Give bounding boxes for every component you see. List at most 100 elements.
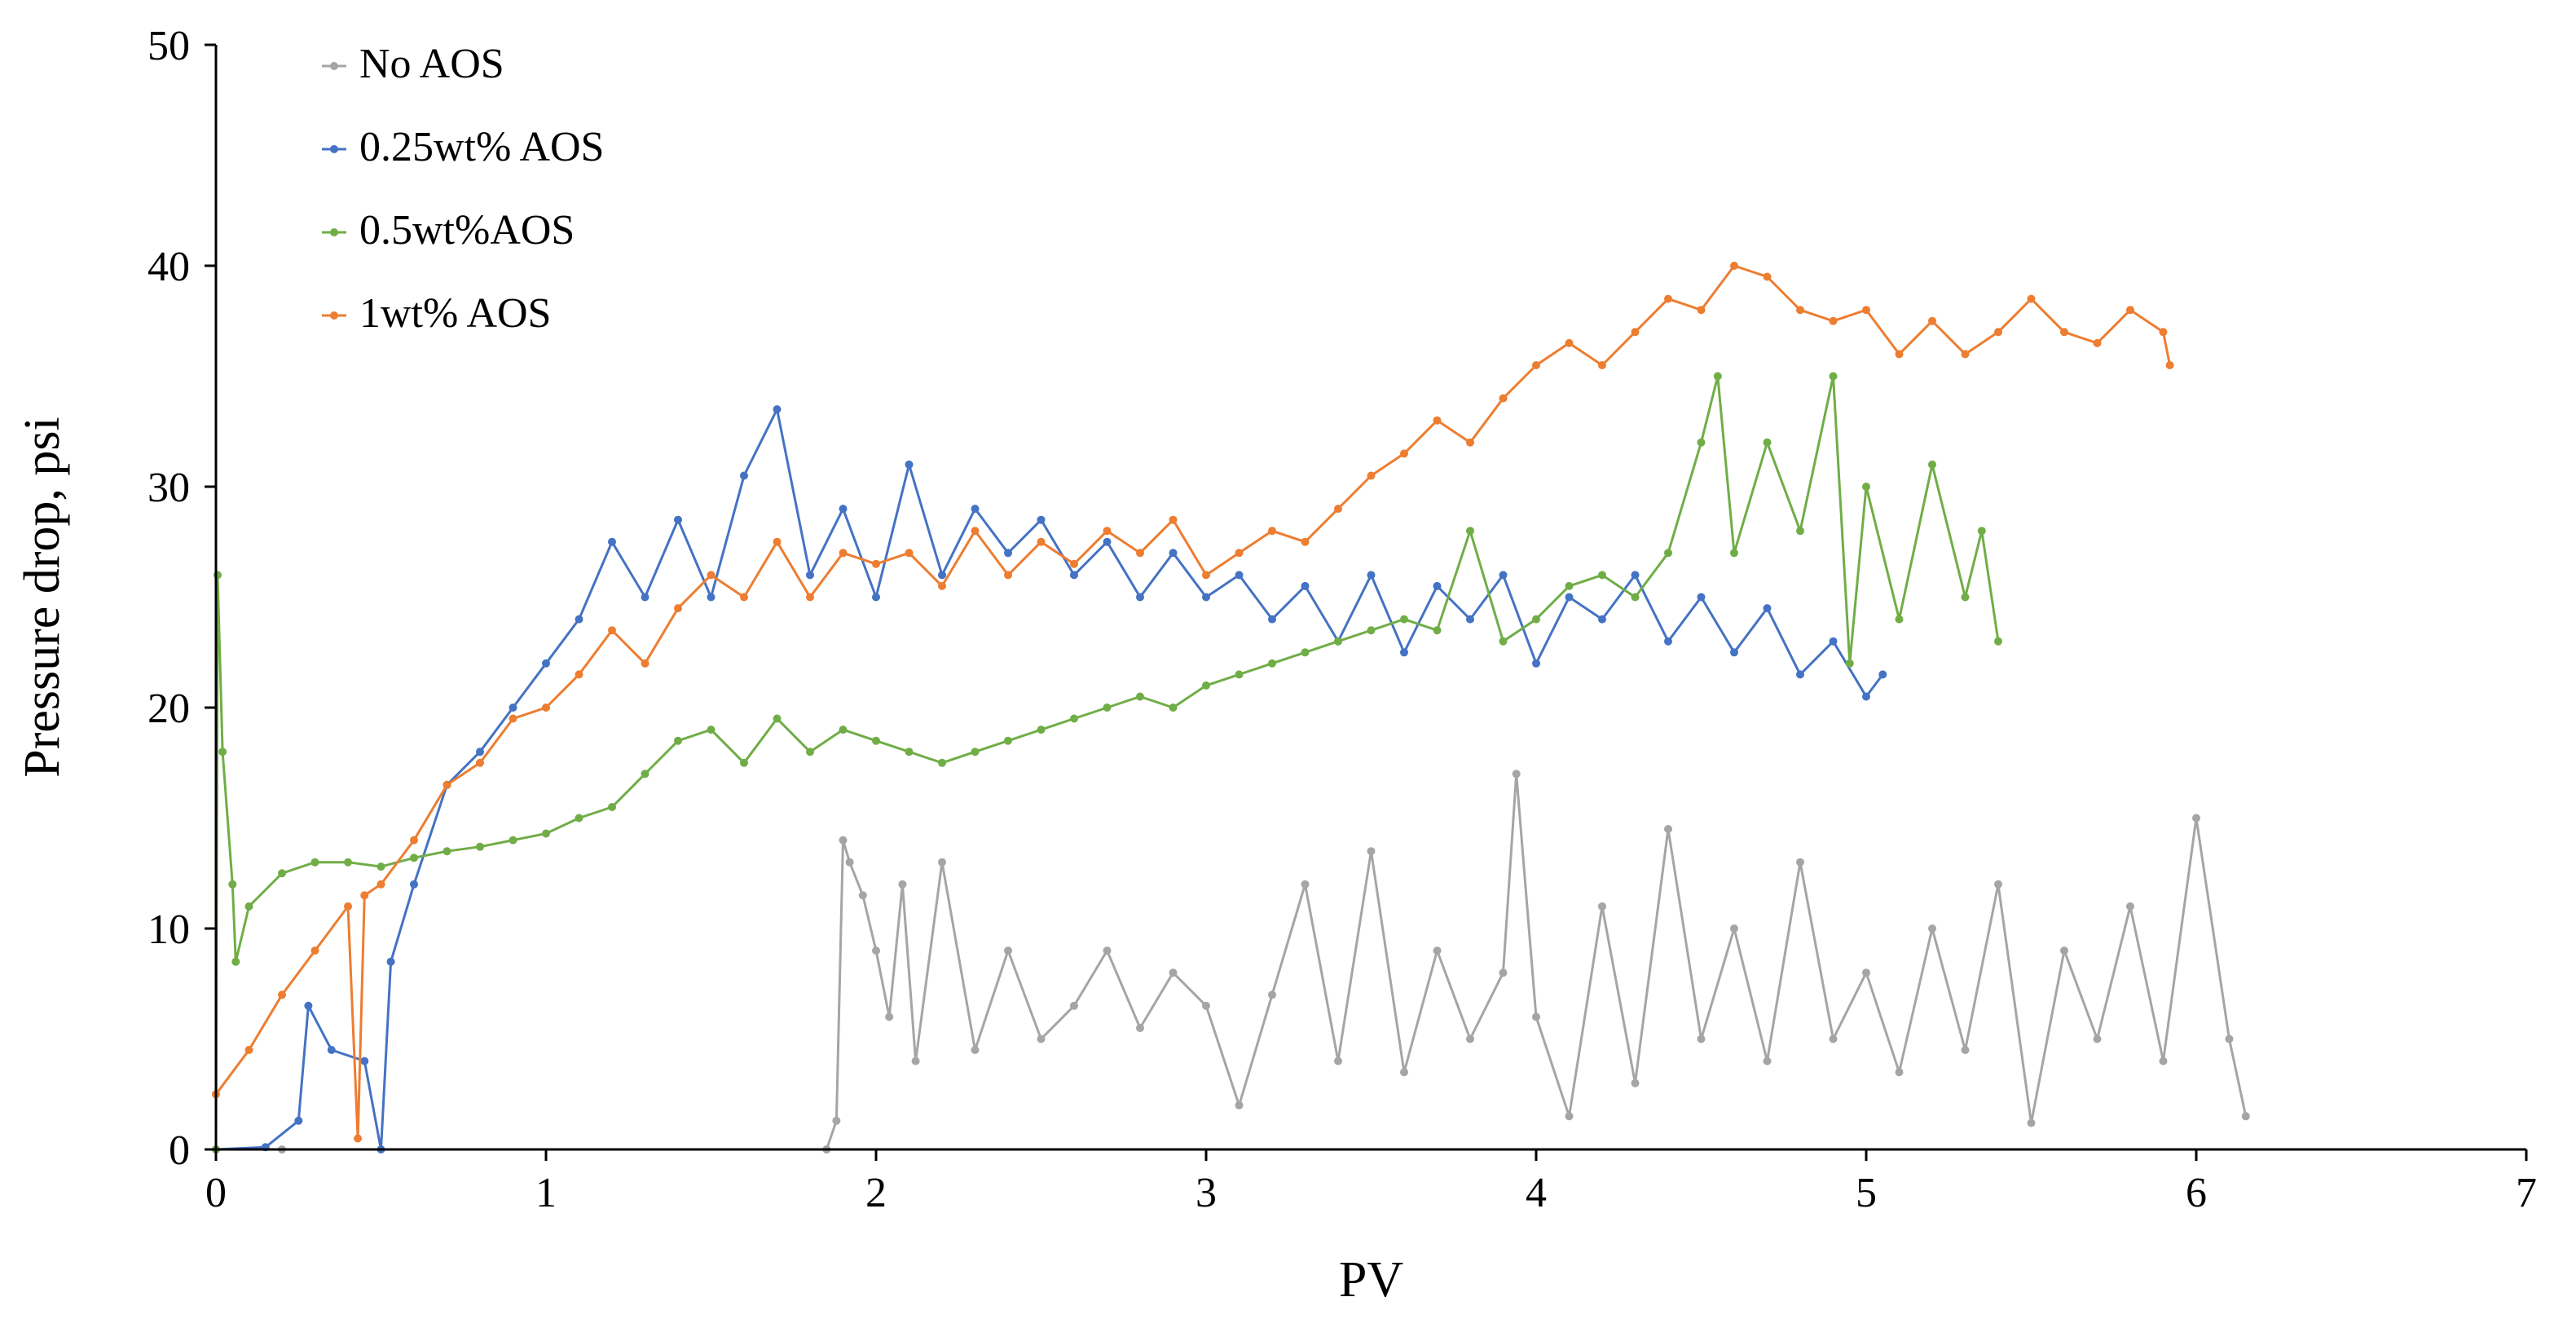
data-point bbox=[1730, 262, 1738, 270]
data-point bbox=[1499, 968, 1508, 977]
data-point bbox=[1532, 361, 1540, 369]
data-point bbox=[1565, 338, 1574, 347]
data-point bbox=[1598, 361, 1606, 369]
data-point bbox=[1103, 946, 1112, 955]
data-point bbox=[278, 990, 286, 999]
data-point bbox=[1565, 593, 1574, 602]
data-point bbox=[1235, 1101, 1244, 1109]
data-point bbox=[707, 593, 716, 602]
data-point bbox=[1862, 692, 1870, 701]
data-point bbox=[872, 736, 880, 745]
data-point bbox=[1202, 1001, 1210, 1010]
data-point bbox=[244, 902, 253, 911]
data-point bbox=[2165, 361, 2174, 369]
data-point bbox=[476, 842, 484, 851]
series-group bbox=[212, 372, 2002, 1154]
data-point bbox=[1994, 880, 2002, 889]
data-point bbox=[1928, 316, 1936, 325]
data-point bbox=[1598, 615, 1606, 624]
data-point bbox=[1961, 350, 1970, 359]
data-point bbox=[1004, 549, 1012, 558]
data-point bbox=[1400, 648, 1408, 657]
data-point bbox=[2225, 1034, 2234, 1043]
data-point bbox=[1697, 1034, 1706, 1043]
data-point bbox=[1532, 615, 1540, 624]
data-point bbox=[476, 748, 484, 757]
data-point bbox=[410, 854, 418, 862]
x-tick-label: 0 bbox=[205, 1170, 227, 1216]
data-point bbox=[1730, 648, 1738, 657]
data-point bbox=[1169, 704, 1178, 712]
data-point bbox=[376, 862, 385, 871]
data-point bbox=[938, 858, 946, 867]
data-point bbox=[575, 670, 583, 679]
data-point bbox=[1829, 637, 1838, 646]
data-point bbox=[1730, 549, 1738, 558]
data-point bbox=[1878, 670, 1887, 679]
data-point bbox=[1136, 692, 1144, 701]
data-point bbox=[2159, 1057, 2168, 1065]
data-point bbox=[1301, 880, 1310, 889]
data-point bbox=[1367, 847, 1376, 856]
data-point bbox=[1829, 316, 1838, 325]
data-point bbox=[971, 1046, 980, 1054]
data-point bbox=[1466, 438, 1474, 447]
data-point bbox=[1301, 648, 1310, 657]
data-point bbox=[1895, 615, 1904, 624]
data-point bbox=[1367, 471, 1376, 480]
data-point bbox=[641, 659, 650, 668]
data-point bbox=[476, 758, 484, 767]
data-point bbox=[1334, 1057, 1342, 1065]
data-point bbox=[1862, 306, 1870, 315]
data-point bbox=[1169, 549, 1178, 558]
data-point bbox=[1400, 1068, 1408, 1077]
y-tick-label: 40 bbox=[148, 244, 190, 290]
data-point bbox=[806, 571, 814, 580]
data-point bbox=[386, 957, 395, 966]
legend-label: 0.25wt% AOS bbox=[359, 124, 604, 170]
data-point bbox=[773, 405, 782, 414]
data-point bbox=[905, 549, 914, 558]
data-point bbox=[1367, 571, 1376, 580]
data-point bbox=[740, 758, 748, 767]
data-point bbox=[839, 549, 848, 558]
data-point bbox=[1796, 527, 1804, 536]
data-point bbox=[1697, 306, 1706, 315]
data-point bbox=[1895, 1068, 1904, 1077]
data-point bbox=[1763, 604, 1772, 613]
data-point bbox=[806, 593, 814, 602]
data-point bbox=[1532, 1012, 1540, 1021]
data-point bbox=[740, 471, 748, 480]
data-point bbox=[1334, 637, 1342, 646]
legend-label: 1wt% AOS bbox=[359, 290, 551, 337]
data-point bbox=[1103, 527, 1112, 536]
data-point bbox=[1136, 593, 1144, 602]
data-point bbox=[674, 604, 682, 613]
data-point bbox=[1433, 946, 1442, 955]
data-point bbox=[304, 1001, 313, 1010]
data-point bbox=[839, 505, 848, 514]
data-point bbox=[509, 714, 517, 723]
data-point bbox=[1664, 294, 1672, 303]
data-point bbox=[608, 626, 616, 635]
data-point bbox=[806, 748, 814, 757]
data-point bbox=[1301, 581, 1310, 590]
data-point bbox=[1994, 328, 2002, 337]
data-point bbox=[1136, 1024, 1144, 1032]
series-line bbox=[215, 408, 1884, 1151]
data-point bbox=[2060, 946, 2068, 955]
data-point bbox=[443, 847, 451, 856]
data-point bbox=[1268, 659, 1276, 668]
series-line bbox=[216, 772, 2248, 1151]
data-point bbox=[773, 537, 782, 546]
data-point bbox=[376, 880, 385, 889]
data-point bbox=[1037, 515, 1046, 524]
data-point bbox=[707, 726, 716, 734]
data-point bbox=[344, 902, 352, 911]
data-point bbox=[872, 946, 880, 955]
ticks-layer: 0 1 2 3 4 5 6 7 0 10 20 30 40 50 bbox=[148, 23, 2537, 1216]
data-point bbox=[228, 880, 237, 889]
data-point bbox=[244, 1046, 253, 1054]
x-tick-label: 5 bbox=[1856, 1170, 1877, 1216]
